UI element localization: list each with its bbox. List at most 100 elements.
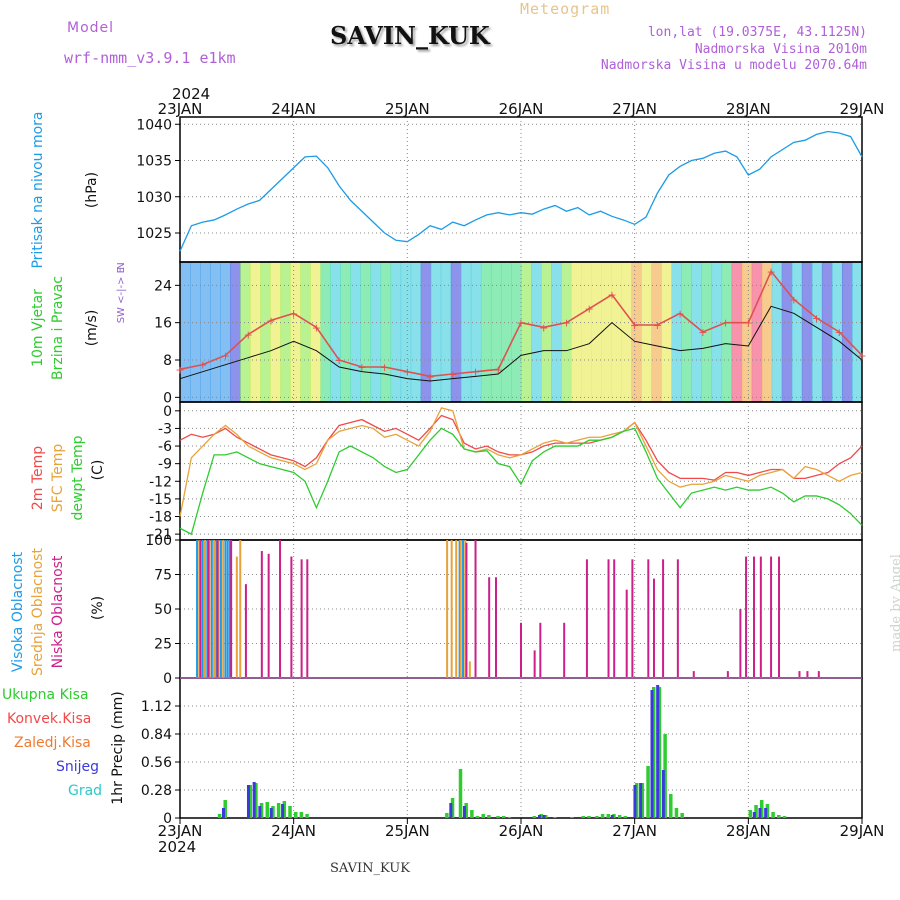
cloud-bar [458,540,461,678]
precip-bar [470,810,474,818]
footer-station: SAVIN_KUK [330,861,410,876]
precip-bar [305,814,309,818]
wind-field-cell [701,262,713,402]
cloud-bar [459,540,462,678]
x-tick-label-bottom: 24JAN [271,822,316,840]
wind-field-cell [240,262,251,402]
precip-bar [252,782,256,818]
wind-field-cell [290,262,301,402]
precip-bar [640,783,645,818]
wind-field-cell [721,262,733,402]
wind-field-cell [681,262,692,402]
temp-2m-axis-title: 2m Temp [30,446,46,510]
precip-legend-entry: Konvek.Kisa [7,711,91,727]
wind-field-cell [541,262,552,402]
precip-bar [661,770,665,818]
wind-gust-marker: + [289,307,298,320]
wind-gust-marker: + [425,370,434,383]
y-tick-label: 1040 [136,117,172,133]
x-tick-label-bottom: 27JAN [612,822,657,840]
model-name: wrf-nmm_v3.9.1 e1km [64,49,236,67]
precip-bar [570,817,574,818]
wind-gust-marker: + [494,363,503,376]
compass-n-label: N [116,262,127,269]
precip-bar [587,816,591,818]
cloud-bar [239,540,242,678]
model-elevation-label: Nadmorska Visina u modelu 2070.64m [600,58,867,73]
precip-bar [293,812,298,818]
y-tick-label: 75 [154,568,172,584]
y-tick-label: 25 [154,637,172,653]
precip-bar [246,785,250,818]
precip-bar [680,813,684,818]
model-label: Model [67,20,115,36]
wind-gust-marker: + [403,366,412,379]
cloud-bar [279,540,282,678]
precip-bar [537,815,541,818]
cloud-bar [539,622,542,678]
precip-bar [496,816,500,818]
wind-gust-marker: + [562,317,571,330]
wind-gust-marker: + [789,293,798,306]
wind-gust-marker: + [676,307,685,320]
cloud-bar [290,556,293,678]
wind-axis-title: 10m Vjetar [30,289,46,367]
wind-field-cell [230,262,241,402]
precip-bar [581,816,586,818]
wind-field-cell [601,262,612,402]
cloud-bar [585,559,588,678]
compass-s-label: S [116,317,127,323]
cloud-bar [726,671,729,678]
precip-bar [595,816,599,818]
wind-field-cell [450,262,462,402]
precip-bar [646,766,650,818]
cloud-bar [488,577,491,678]
y-tick-label: 100 [145,533,172,549]
lonlat-label: lon,lat (19.0375E, 43.1125N) [647,25,867,40]
y-tick-label: -3 [158,421,172,437]
cloud-bar [230,540,233,678]
cloud-unit-label: (%) [90,596,106,620]
wind-field-cell [470,262,482,402]
cloud-bar [219,540,222,678]
precip-bar [634,783,639,818]
wind-field-cell [280,262,291,402]
wind-gust-marker: + [835,326,844,339]
cloud-bar [222,540,225,678]
wind-gust-marker: + [744,317,753,330]
wind-gust-marker: + [448,368,457,381]
cloud-bar [739,609,742,678]
wind-field-cell [851,262,863,402]
wind-field-cell [260,262,271,402]
wind-gust-marker: + [607,289,616,302]
cloud-bar [217,540,220,678]
precip-bar [539,814,543,818]
wind-gust-marker: + [766,265,775,278]
wind-field-cell [791,262,803,402]
cloud-bar [446,540,449,678]
y-tick-label: 50 [154,602,172,618]
precip-bar [276,803,281,818]
precip-bar [650,690,654,818]
wind-field-cell [771,262,783,402]
wind-field-cell [831,262,843,402]
cloud-bar [455,540,458,678]
wind-gust-marker: + [721,317,730,330]
wind-gust-marker: + [357,361,366,374]
cloud-bar [647,559,650,678]
wind-field-cell [621,262,632,402]
precip-bar [771,812,775,818]
precip-bar [282,801,287,818]
precip-bar [633,785,637,818]
cloud-bar [759,556,762,678]
precip-bar [553,817,557,818]
year-label-bottom: 2024 [158,838,197,856]
cloud-bar [563,622,566,678]
pressure-line [179,130,863,252]
wind-axis-subtitle: Brzina i Pravac [50,276,66,380]
precip-bar [610,815,614,818]
wind-field-cell [380,262,392,402]
precip-bar [450,798,455,818]
precip-legend-entry: Ukupna Kisa [2,687,89,703]
wind-field-cell [711,262,723,402]
